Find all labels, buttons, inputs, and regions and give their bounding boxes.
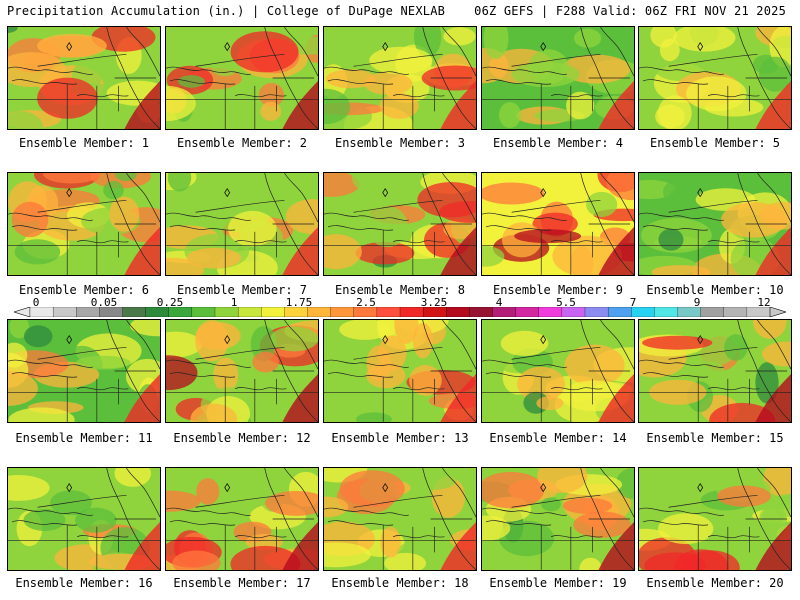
colorbar-tick-label: 1.75 xyxy=(285,296,313,309)
member-caption-14: Ensemble Member: 14 xyxy=(489,431,627,445)
member-caption-16: Ensemble Member: 16 xyxy=(15,576,153,590)
colorbar-swatch xyxy=(284,307,308,317)
colorbar-swatch xyxy=(746,307,771,317)
member-caption-3: Ensemble Member: 3 xyxy=(334,136,466,150)
member-map-20 xyxy=(638,467,792,571)
colorbar-swatch xyxy=(492,307,517,317)
colorbar-tick-label: 5.5 xyxy=(556,296,576,309)
colorbar-swatch xyxy=(122,307,147,317)
member-map-1 xyxy=(7,26,161,130)
colorbar-swatch xyxy=(422,307,447,317)
colorbar-swatch xyxy=(168,307,193,317)
member-map-19 xyxy=(481,467,635,571)
member-caption-1: Ensemble Member: 1 xyxy=(18,136,150,150)
member-map-4 xyxy=(481,26,635,130)
member-map-18 xyxy=(323,467,477,571)
member-caption-11: Ensemble Member: 11 xyxy=(15,431,153,445)
colorbar-swatch xyxy=(446,307,470,317)
member-map-12 xyxy=(165,319,319,423)
colorbar-swatch xyxy=(631,307,655,317)
colorbar-swatch xyxy=(191,307,216,317)
colorbar-tick-label: 0 xyxy=(32,296,40,309)
member-map-11 xyxy=(7,319,161,423)
precipitation-colorbar: 0 0.05 0.25 1 1.75 2.5 3.25 4 5.5 7 9 12 xyxy=(14,296,786,320)
member-caption-2: Ensemble Member: 2 xyxy=(176,136,308,150)
colorbar-swatch xyxy=(515,307,540,317)
member-map-13 xyxy=(323,319,477,423)
member-caption-6: Ensemble Member: 6 xyxy=(18,283,150,297)
colorbar-swatch xyxy=(76,307,100,317)
colorbar-swatch xyxy=(584,307,609,317)
colorbar-swatch xyxy=(52,307,77,317)
colorbar-tick-label: 9 xyxy=(693,296,701,309)
colorbar-swatches xyxy=(14,307,786,317)
colorbar-tick-label: 2.5 xyxy=(356,296,376,309)
member-caption-4: Ensemble Member: 4 xyxy=(492,136,624,150)
member-caption-20: Ensemble Member: 20 xyxy=(646,576,784,590)
colorbar-tick-label: 4 xyxy=(495,296,503,309)
colorbar-swatch xyxy=(376,307,401,317)
colorbar-swatch xyxy=(237,307,262,317)
member-caption-5: Ensemble Member: 5 xyxy=(649,136,781,150)
member-map-5 xyxy=(638,26,792,130)
member-map-15 xyxy=(638,319,792,423)
colorbar-tick-label: 0.05 xyxy=(90,296,118,309)
run-valid-time: 06Z GEFS | F288 Valid: 06Z FRI NOV 21 20… xyxy=(474,4,786,18)
colorbar-swatch xyxy=(307,307,332,317)
colorbar-swatch xyxy=(607,307,632,317)
colorbar-tick-label: 1 xyxy=(230,296,238,309)
colorbar-swatch xyxy=(700,307,725,317)
colorbar-swatch xyxy=(353,307,378,317)
member-map-8 xyxy=(323,172,477,276)
colorbar-tick-label: 3.25 xyxy=(420,296,448,309)
colorbar-swatch xyxy=(723,307,748,317)
member-caption-18: Ensemble Member: 18 xyxy=(331,576,469,590)
colorbar-swatch xyxy=(399,307,424,317)
colorbar-tick-label: 0.25 xyxy=(156,296,184,309)
member-caption-9: Ensemble Member: 9 xyxy=(492,283,624,297)
member-map-10 xyxy=(638,172,792,276)
member-map-7 xyxy=(165,172,319,276)
member-map-6 xyxy=(7,172,161,276)
member-caption-19: Ensemble Member: 19 xyxy=(489,576,627,590)
member-caption-8: Ensemble Member: 8 xyxy=(334,283,466,297)
colorbar-swatch xyxy=(654,307,678,317)
member-map-16 xyxy=(7,467,161,571)
colorbar-swatch xyxy=(145,307,170,317)
colorbar-swatch xyxy=(330,307,355,317)
colorbar-swatch xyxy=(214,307,239,317)
colorbar-swatch xyxy=(29,307,54,317)
colorbar-swatch xyxy=(99,307,123,317)
colorbar-tick-label: 7 xyxy=(629,296,637,309)
colorbar-max-arrow xyxy=(769,307,786,317)
colorbar-swatch xyxy=(677,307,702,317)
member-caption-7: Ensemble Member: 7 xyxy=(176,283,308,297)
map-title: Precipitation Accumulation (in.) | Colle… xyxy=(7,4,446,18)
member-map-2 xyxy=(165,26,319,130)
member-caption-17: Ensemble Member: 17 xyxy=(173,576,311,590)
member-map-14 xyxy=(481,319,635,423)
member-map-9 xyxy=(481,172,635,276)
member-caption-12: Ensemble Member: 12 xyxy=(173,431,311,445)
colorbar-swatch xyxy=(261,307,285,317)
colorbar-swatch xyxy=(538,307,563,317)
member-caption-15: Ensemble Member: 15 xyxy=(646,431,784,445)
member-caption-13: Ensemble Member: 13 xyxy=(331,431,469,445)
colorbar-swatch xyxy=(561,307,586,317)
member-caption-10: Ensemble Member: 10 xyxy=(646,283,784,297)
colorbar-min-arrow xyxy=(14,307,31,317)
colorbar-tick-label: 12 xyxy=(757,296,771,309)
member-map-17 xyxy=(165,467,319,571)
member-map-3 xyxy=(323,26,477,130)
colorbar-swatch xyxy=(469,307,493,317)
